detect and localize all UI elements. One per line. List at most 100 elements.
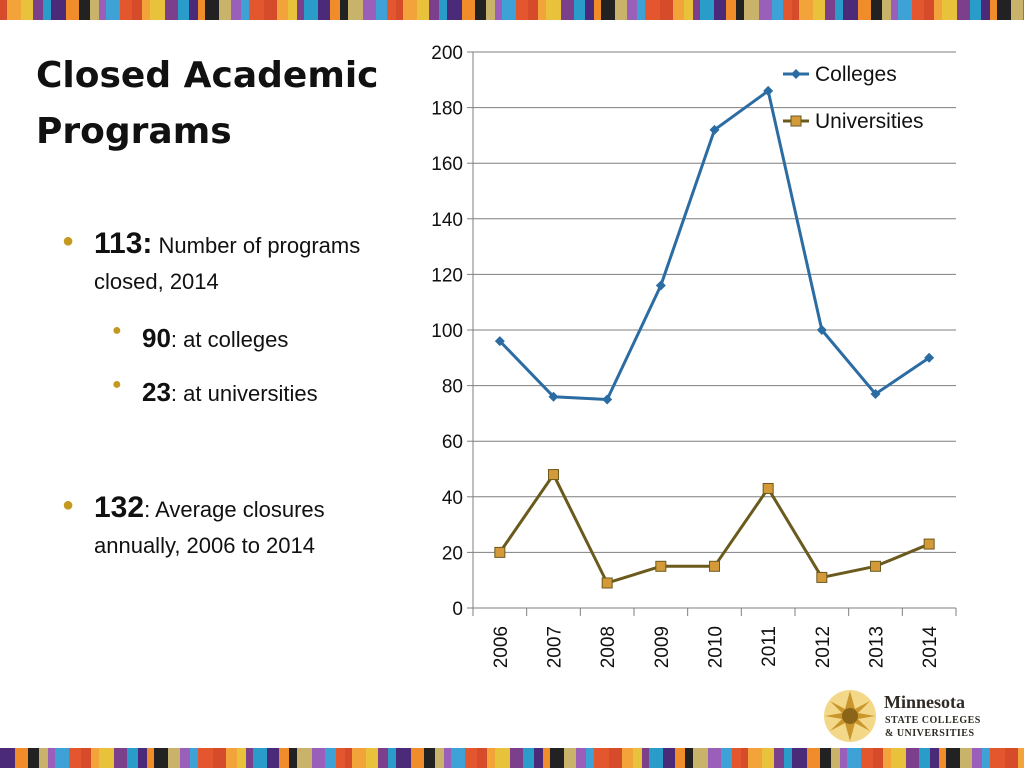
stripe-segment bbox=[465, 748, 477, 768]
decorative-bottom-stripe bbox=[0, 748, 1024, 768]
stripe-segment bbox=[219, 0, 231, 20]
logo-subtitle-2: & UNIVERSITIES bbox=[885, 728, 975, 739]
universities-data-point bbox=[494, 546, 506, 558]
stripe-segment bbox=[0, 0, 7, 20]
universities-data-point bbox=[709, 560, 720, 572]
stripe-segment bbox=[820, 748, 831, 768]
stripe-segment bbox=[288, 0, 297, 20]
stripe-segment bbox=[336, 748, 345, 768]
x-tick-label: 2010 bbox=[706, 626, 727, 668]
stripe-segment bbox=[363, 0, 376, 20]
x-tick-label: 2007 bbox=[545, 626, 566, 668]
y-tick-label: 60 bbox=[442, 432, 463, 453]
stripe-segment bbox=[277, 0, 288, 20]
stripe-segment bbox=[726, 0, 736, 20]
bullet-item-universities: ● 23: at universities bbox=[112, 374, 392, 412]
x-tick-label: 2014 bbox=[920, 626, 941, 669]
stripe-segment bbox=[439, 0, 447, 20]
stripe-segment bbox=[660, 0, 673, 20]
stripe-segment bbox=[462, 0, 475, 20]
stripe-segment bbox=[1018, 748, 1024, 768]
stripe-segment bbox=[898, 0, 912, 20]
y-tick-label: 80 bbox=[442, 377, 463, 398]
stripe-segment bbox=[825, 0, 835, 20]
decorative-top-stripe bbox=[0, 0, 1024, 20]
stripe-segment bbox=[543, 748, 550, 768]
stripe-segment bbox=[774, 748, 784, 768]
stripe-segment bbox=[946, 748, 960, 768]
x-tick-label: 2012 bbox=[813, 626, 834, 668]
bullet-item-total-closed: ● 113: Number of programs closed, 2014 bbox=[62, 226, 382, 300]
stripe-segment bbox=[396, 0, 403, 20]
stripe-segment bbox=[970, 0, 981, 20]
stripe-segment bbox=[538, 0, 546, 20]
stripe-segment bbox=[684, 0, 693, 20]
colleges-data-point bbox=[924, 352, 935, 363]
universities-data-point bbox=[655, 560, 667, 572]
stripe-segment bbox=[205, 0, 219, 20]
stripe-segment bbox=[840, 748, 847, 768]
colleges-data-point bbox=[655, 280, 666, 291]
bullet-number: 23 bbox=[142, 377, 171, 407]
stripe-segment bbox=[142, 0, 150, 20]
stripe-segment bbox=[289, 748, 297, 768]
stripe-segment bbox=[930, 748, 939, 768]
stripe-segment bbox=[91, 748, 99, 768]
stripe-segment bbox=[981, 0, 990, 20]
slide-title: Closed Academic Programs bbox=[36, 55, 379, 152]
stripe-segment bbox=[297, 0, 304, 20]
stripe-segment bbox=[477, 748, 487, 768]
x-tick-label: 2006 bbox=[491, 626, 512, 668]
bullet-item-average: ● 132: Average closures annually, 2006 t… bbox=[62, 490, 382, 564]
stripe-segment bbox=[700, 0, 714, 20]
stripe-segment bbox=[906, 748, 919, 768]
stripe-segment bbox=[424, 748, 435, 768]
colleges-data-point bbox=[709, 124, 720, 135]
stripe-segment bbox=[550, 748, 564, 768]
stripe-segment bbox=[246, 748, 253, 768]
bullet-text: : at universities bbox=[170, 381, 318, 406]
stripe-segment bbox=[714, 0, 726, 20]
stripe-segment bbox=[919, 748, 930, 768]
universities-data-point bbox=[548, 469, 559, 481]
bullet-dot-icon: ● bbox=[62, 230, 75, 252]
stripe-segment bbox=[33, 0, 43, 20]
stripe-segment bbox=[861, 748, 873, 768]
logo: Minnesota STATE COLLEGES & UNIVERSITIES bbox=[822, 688, 992, 744]
stripe-segment bbox=[576, 748, 586, 768]
x-tick-label: 2009 bbox=[652, 626, 673, 668]
colleges-data-point bbox=[816, 325, 827, 335]
stripe-segment bbox=[21, 0, 33, 20]
stripe-segment bbox=[741, 748, 748, 768]
stripe-segment bbox=[378, 748, 388, 768]
stripe-segment bbox=[444, 748, 451, 768]
stripe-segment bbox=[585, 0, 594, 20]
stripe-segment bbox=[150, 0, 165, 20]
stripe-segment bbox=[366, 748, 378, 768]
legend-universities-marker bbox=[790, 115, 802, 127]
stripe-segment bbox=[429, 0, 439, 20]
bullet-dot-icon: ● bbox=[112, 322, 122, 339]
stripe-segment bbox=[330, 0, 340, 20]
stripe-segment bbox=[69, 748, 81, 768]
stripe-segment bbox=[924, 0, 934, 20]
stripe-segment bbox=[748, 748, 762, 768]
stripe-segment bbox=[807, 748, 820, 768]
stripe-segment bbox=[340, 0, 348, 20]
stripe-segment bbox=[451, 748, 465, 768]
colleges-data-point bbox=[494, 336, 505, 347]
y-tick-label: 40 bbox=[442, 488, 463, 509]
stripe-segment bbox=[297, 748, 312, 768]
stripe-segment bbox=[318, 0, 330, 20]
stripe-segment bbox=[435, 748, 444, 768]
stripe-segment bbox=[90, 0, 99, 20]
stripe-segment bbox=[7, 0, 21, 20]
stripe-segment bbox=[912, 0, 924, 20]
stripe-segment bbox=[475, 0, 486, 20]
stripe-segment bbox=[645, 0, 660, 20]
stripe-segment bbox=[348, 0, 363, 20]
stripe-segment bbox=[858, 0, 871, 20]
stripe-segment bbox=[990, 748, 1005, 768]
stripe-segment bbox=[15, 748, 28, 768]
stripe-segment bbox=[633, 748, 642, 768]
